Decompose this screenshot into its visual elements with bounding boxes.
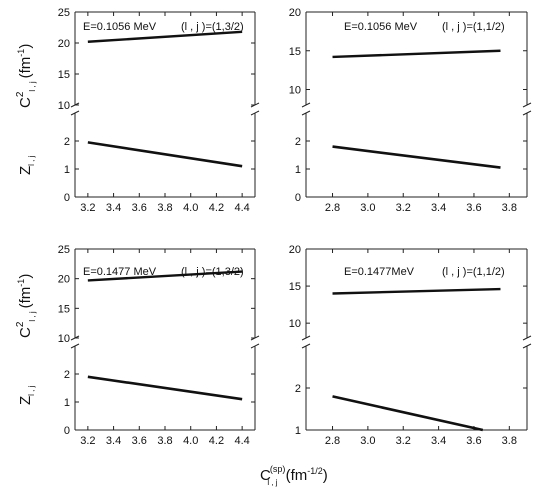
series-line-c2	[87, 30, 243, 43]
axis-break-right-b	[522, 343, 532, 349]
annotation-state: (l , j )=(1,3/2)	[181, 21, 244, 33]
x-tick-label: 3.6	[132, 202, 147, 214]
annotation-energy: E=0.1056 MeV	[344, 21, 418, 33]
x-tick-label: 4.0	[183, 435, 198, 447]
y-tick-label-upper: 15	[58, 303, 70, 315]
y-tick-label-upper: 10	[289, 318, 301, 330]
x-tick-label: 3.8	[502, 435, 517, 447]
x-tick-label: 4.0	[183, 202, 198, 214]
x-tick-label: 4.4	[234, 202, 249, 214]
x-tick-label: 3.4	[431, 435, 446, 447]
axis-break-right-b	[250, 343, 260, 349]
annotation-energy: E=0.1477MeV	[344, 266, 415, 278]
y-tick-label-upper: 25	[58, 244, 70, 256]
x-tick-label: 3.6	[466, 202, 481, 214]
axis-break-left-b	[301, 110, 311, 116]
annotation-state: (l , j )=(1,1/2)	[442, 21, 505, 33]
y-tick-label-lower: 2	[295, 383, 301, 395]
y-tick-label-lower: 1	[295, 425, 301, 437]
x-tick-label: 3.8	[157, 435, 172, 447]
axis-break-left-a	[301, 335, 311, 341]
axis-break-left-a	[301, 102, 311, 108]
y-tick-label-upper: 20	[58, 274, 70, 286]
y-tick-label-lower: 0	[295, 192, 301, 204]
panels: 3.2 3.4 3.6 3.8 4.0 4.2 4.410152025012E=0.1056…	[58, 7, 532, 447]
x-tick-label: 4.4	[234, 435, 249, 447]
x-tick-label: 3.4	[106, 435, 121, 447]
c2-label-main-bottom: C2l , j(fm-1)	[15, 274, 37, 338]
x-tick-label: 3.8	[502, 202, 517, 214]
x-tick-label: 3.8	[157, 202, 172, 214]
series-line-z	[87, 141, 243, 168]
y-tick-label-upper: 25	[58, 7, 70, 19]
z-axis-label-bottom: Zl , j	[17, 385, 36, 405]
x-tick-label: 4.2	[209, 202, 224, 214]
c2-axis-label-top: C2l , j(fm-1)	[15, 44, 37, 108]
axis-break-right-a	[522, 335, 532, 341]
annotation-state: (l , j )=(1,1/2)	[442, 266, 505, 278]
x-tick-label: 3.6	[132, 435, 147, 447]
panel-bottom-right: 2.8 3.0 3.2 3.4 3.6 3.8 10 15 20 1 2 E=0.1477MeV (l …	[289, 244, 532, 447]
x-axis-label: C(sp) l , j (fm-1/2)	[260, 464, 328, 487]
c2-label-main: C2l , j(fm-1)	[15, 44, 37, 108]
y-tick-label-upper: 15	[289, 46, 301, 58]
axis-break-left-b	[301, 343, 311, 349]
x-tick-label: 2.8	[325, 202, 340, 214]
x-tick-label: 2.8	[325, 435, 340, 447]
series-line-z	[87, 375, 243, 401]
y-tick-label-lower: 1	[64, 164, 70, 176]
x-tick-label: 3.2	[396, 202, 411, 214]
y-tick-label-lower: 2	[64, 136, 70, 148]
y-tick-label-lower: 1	[64, 397, 70, 409]
annotation-energy: E=0.1056 MeV	[83, 21, 157, 33]
panel-bottom-left: 3.2 3.4 3.6 3.8 4.0 4.2 4.4 10 15 20 25 0 1 2 E=0.1477…	[58, 244, 260, 447]
z-label-main-bottom: Zl , j	[17, 385, 36, 405]
axis-break-left-b	[70, 110, 80, 116]
x-tick-label: 3.0	[360, 435, 375, 447]
x-tick-label: 3.4	[431, 202, 446, 214]
y-tick-label-lower: 1	[295, 164, 301, 176]
series-line-z	[332, 145, 501, 169]
x-tick-label: 3.2	[396, 435, 411, 447]
y-tick-label-lower: 0	[64, 425, 70, 437]
z-axis-label-top: Zl , j	[17, 155, 36, 175]
series-line-c2	[332, 49, 501, 59]
panel-top-left: 3.2 3.4 3.6 3.8 4.0 4.2 4.4 10 15 20 25 0 1 2 E=0.1056…	[58, 7, 260, 214]
x-tick-label: 3.2	[80, 435, 95, 447]
y-tick-label-lower: 2	[295, 136, 301, 148]
x-tick-label: 3.4	[106, 202, 121, 214]
y-tick-label-upper: 15	[289, 281, 301, 293]
y-tick-label-upper: 15	[58, 69, 70, 81]
axis-break-right-b	[250, 110, 260, 116]
x-tick-label: 3.6	[466, 435, 481, 447]
panel-top-right: 2.8 3.0 3.2 3.4 3.6 3.8 10 15 20 0 1 2 E=0.1056 MeV (…	[289, 7, 532, 214]
series-line-c2	[332, 287, 501, 295]
axis-break-right-a	[522, 102, 532, 108]
y-tick-label-upper: 20	[289, 7, 301, 19]
axis-break-left-b	[70, 343, 80, 349]
x-tick-label: 4.2	[209, 435, 224, 447]
x-tick-label: 3.0	[360, 202, 375, 214]
annotation-energy: E=0.1477 MeV	[83, 266, 157, 278]
z-label-main: Zl , j	[17, 155, 36, 175]
series-line-z	[332, 395, 484, 432]
x-tick-label: 3.2	[80, 202, 95, 214]
y-tick-label-upper: 20	[289, 244, 301, 256]
y-tick-label-upper: 10	[58, 100, 70, 112]
y-tick-label-lower: 2	[64, 369, 70, 381]
axis-break-right-b	[522, 110, 532, 116]
y-tick-label-upper: 10	[58, 333, 70, 345]
y-tick-label-upper: 10	[289, 85, 301, 97]
c2-axis-label-bottom: C2l , j(fm-1)	[15, 274, 37, 338]
annotation-state: (l , j )=(1,3/2)	[181, 266, 244, 278]
series-line-c2	[87, 270, 243, 282]
y-tick-label-lower: 0	[64, 192, 70, 204]
y-tick-label-upper: 20	[58, 38, 70, 50]
